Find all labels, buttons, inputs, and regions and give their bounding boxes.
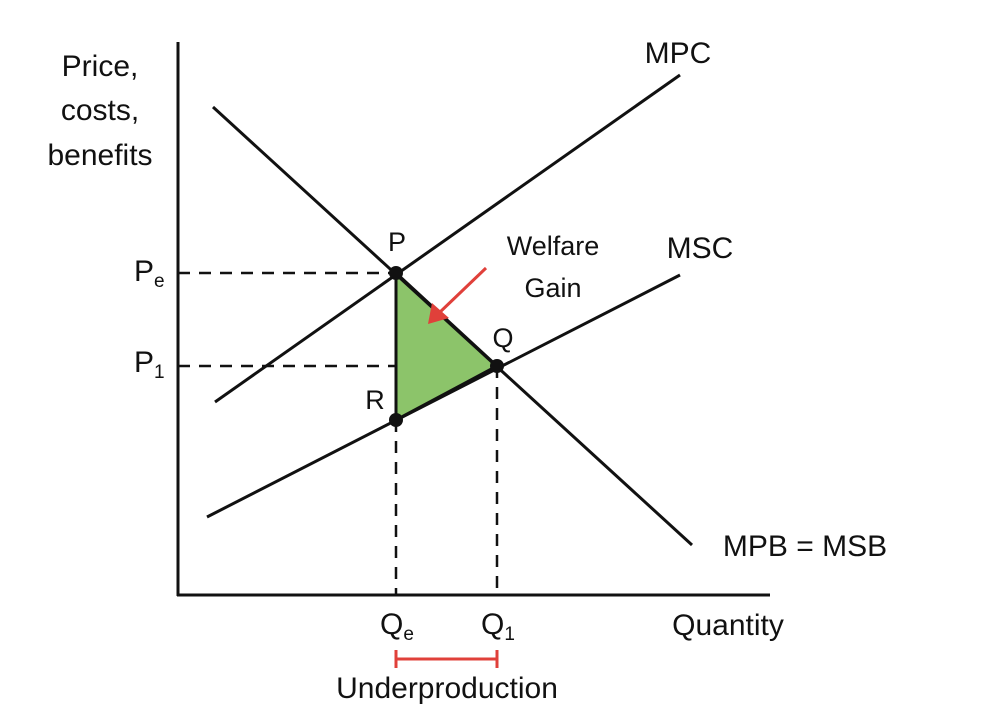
y-axis-label: Price, (62, 50, 139, 83)
price-sub: e (154, 271, 165, 292)
y-axis-label: benefits (47, 139, 152, 172)
point-q (490, 359, 504, 373)
point-p (389, 266, 403, 280)
quantity-base: Q (481, 608, 504, 641)
price-base: P (134, 346, 154, 379)
arrow-shaft (436, 266, 488, 316)
price-sub: 1 (154, 362, 165, 383)
quantity-label: Q1 (481, 608, 515, 645)
price-label: P1 (134, 346, 165, 383)
price-base: P (134, 255, 154, 288)
msc-curve (206, 273, 681, 519)
x-axis-label: Quantity (672, 609, 784, 642)
demand-curve (211, 105, 694, 547)
mpc-label: MPC (645, 37, 712, 70)
mpc-curve (214, 73, 681, 404)
demand-label: MPB = MSB (723, 530, 887, 563)
msc-label: MSC (667, 232, 734, 265)
quantity-sub: 1 (504, 624, 515, 645)
y-axis-label: costs, (61, 94, 139, 127)
underproduction-label: Underproduction (336, 672, 558, 705)
point-label: Q (492, 323, 513, 353)
underproduction-bracket (394, 650, 499, 668)
point-label: P (388, 227, 406, 257)
welfare-label: Welfare (507, 231, 600, 261)
welfare-triangle (394, 269, 500, 423)
price-label: Pe (134, 255, 165, 292)
quantity-label: Qe (380, 608, 414, 645)
arrow-head (428, 303, 449, 324)
point-r (389, 413, 403, 427)
welfare-label: Gain (524, 273, 581, 303)
quantity-base: Q (380, 608, 403, 641)
point-label: R (365, 385, 385, 415)
quantity-sub: e (403, 624, 414, 645)
